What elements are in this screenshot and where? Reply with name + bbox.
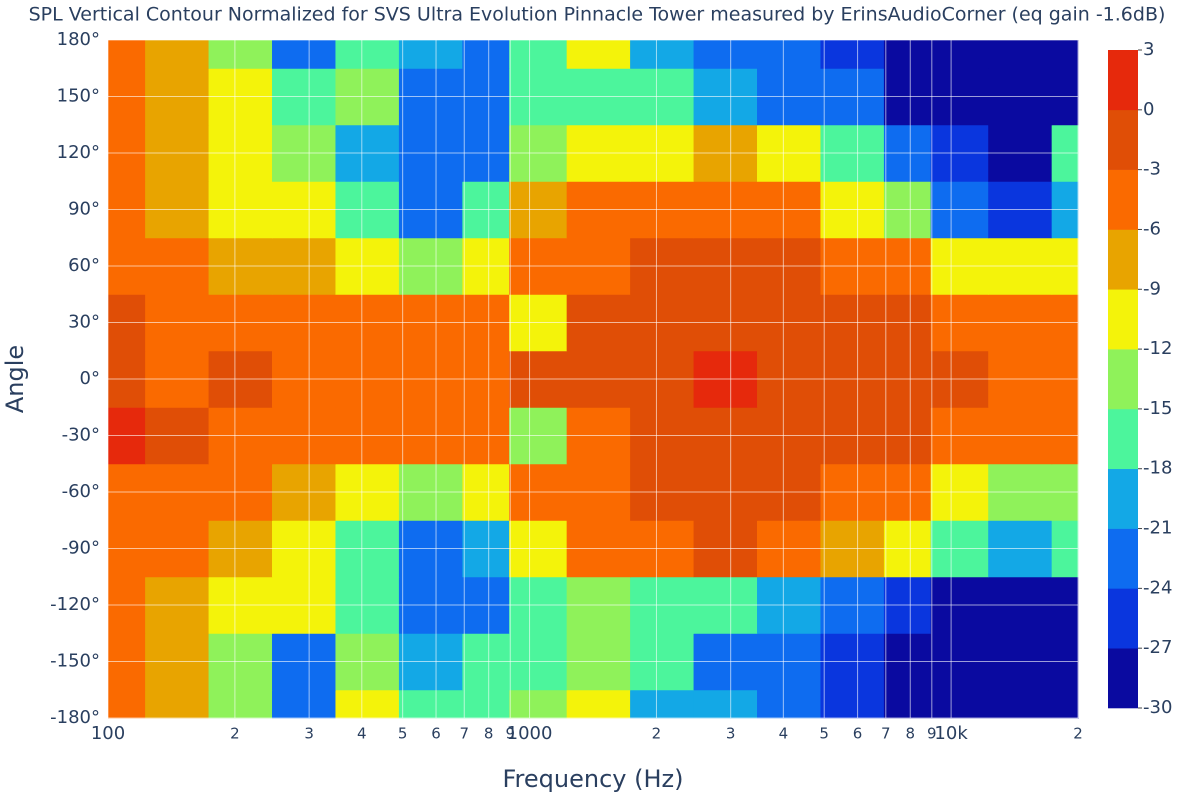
contour-cell bbox=[883, 40, 932, 69]
contour-cell bbox=[462, 40, 510, 69]
y-tick-label: 180° bbox=[57, 29, 100, 50]
x-tick-label: 3 bbox=[304, 725, 314, 743]
y-tick-label: 90° bbox=[68, 199, 100, 220]
y-tick-label: 30° bbox=[68, 312, 100, 333]
contour-cell bbox=[108, 689, 146, 719]
colorbar-band bbox=[1108, 588, 1138, 649]
y-tick-label: -150° bbox=[50, 651, 100, 672]
contour-cell bbox=[630, 40, 695, 69]
colorbar-band bbox=[1108, 468, 1138, 529]
contour-cell bbox=[757, 40, 821, 69]
contour-cell bbox=[883, 689, 932, 719]
colorbar-band bbox=[1108, 50, 1138, 111]
contour-cell bbox=[566, 40, 631, 69]
x-tick-label: 4 bbox=[779, 725, 789, 743]
contour-cell bbox=[757, 689, 821, 719]
colorbar-band bbox=[1108, 289, 1138, 350]
x-tick-label: 7 bbox=[459, 725, 469, 743]
x-tick-label: 8 bbox=[484, 725, 494, 743]
contour-cell bbox=[398, 40, 463, 69]
contour-cell bbox=[820, 689, 885, 719]
chart-title: SPL Vertical Contour Normalized for SVS … bbox=[29, 4, 1166, 26]
x-tick-label: 7 bbox=[881, 725, 891, 743]
contour-cell bbox=[398, 689, 463, 719]
x-tick-label: 4 bbox=[357, 725, 367, 743]
x-tick-label: 2 bbox=[652, 725, 662, 743]
y-tick-label: 120° bbox=[57, 142, 100, 163]
colorbar-band bbox=[1108, 648, 1138, 709]
y-tick-label: 60° bbox=[68, 255, 100, 276]
contour-cell bbox=[145, 40, 210, 69]
colorbar-tick-label: 3 bbox=[1143, 39, 1154, 60]
contour-cell bbox=[335, 689, 400, 719]
colorbar-tick-label: -6 bbox=[1143, 218, 1161, 239]
x-axis-title: Frequency (Hz) bbox=[503, 765, 684, 793]
colorbar-tick-label: -27 bbox=[1143, 637, 1172, 658]
contour-cell bbox=[462, 689, 510, 719]
contour-cell bbox=[930, 40, 989, 69]
y-tick-label: -30° bbox=[62, 425, 100, 446]
y-tick-label: 150° bbox=[57, 86, 100, 107]
colorbar-tick-label: -18 bbox=[1143, 458, 1172, 479]
colorbar-band bbox=[1108, 528, 1138, 589]
colorbar-band bbox=[1108, 408, 1138, 470]
colorbar-tick-label: -21 bbox=[1143, 518, 1172, 539]
x-tick-label: 10k bbox=[934, 723, 968, 744]
contour-cell bbox=[509, 40, 568, 69]
contour-cell bbox=[208, 40, 273, 69]
x-tick-label: 3 bbox=[726, 725, 736, 743]
contour-cell bbox=[509, 689, 568, 719]
x-tick-label: 9 bbox=[927, 725, 937, 743]
contour-cell bbox=[693, 40, 758, 69]
y-tick-label: 0° bbox=[80, 368, 100, 389]
contour-cell bbox=[566, 689, 631, 719]
contour-cell bbox=[272, 40, 336, 69]
colorbar-tick-label: -30 bbox=[1143, 697, 1172, 718]
y-tick-label: -180° bbox=[50, 707, 100, 728]
contour-cell bbox=[272, 689, 336, 719]
x-tick-label: 2 bbox=[230, 725, 240, 743]
x-tick-label: 9 bbox=[505, 725, 515, 743]
contour-cell bbox=[988, 40, 1053, 69]
x-tick-label: 100 bbox=[91, 723, 125, 744]
x-tick-label: 5 bbox=[398, 725, 408, 743]
x-tick-label: 8 bbox=[905, 725, 915, 743]
x-tick-label: 1000 bbox=[507, 723, 553, 744]
colorbar-band bbox=[1108, 109, 1138, 170]
colorbar-band bbox=[1108, 229, 1138, 290]
x-tick-label: 5 bbox=[819, 725, 829, 743]
contour-cell bbox=[1051, 689, 1079, 719]
x-tick-label: 2 bbox=[1073, 725, 1083, 743]
contour-cell bbox=[630, 689, 695, 719]
y-tick-label: -120° bbox=[50, 594, 100, 615]
contour-cell bbox=[988, 689, 1053, 719]
contour-cell bbox=[820, 40, 885, 69]
colorbar-tick-label: -9 bbox=[1143, 278, 1161, 299]
y-axis-title: Angle bbox=[1, 345, 29, 413]
contour-cell bbox=[335, 40, 400, 69]
contour-cell bbox=[693, 689, 758, 719]
contour-cell bbox=[108, 40, 146, 69]
colorbar-tick-label: -3 bbox=[1143, 159, 1161, 180]
colorbar-tick-label: -24 bbox=[1143, 577, 1172, 598]
y-tick-label: -90° bbox=[62, 538, 100, 559]
colorbar-tick-label: -12 bbox=[1143, 338, 1172, 359]
colorbar-tick-label: -15 bbox=[1143, 398, 1172, 419]
contour-cell bbox=[145, 689, 210, 719]
colorbar-tick-label: 0 bbox=[1143, 99, 1154, 120]
contour-cell bbox=[1051, 40, 1079, 69]
colorbar-band bbox=[1108, 169, 1138, 230]
y-tick-label: -60° bbox=[62, 481, 100, 502]
x-tick-label: 6 bbox=[431, 725, 441, 743]
x-tick-label: 6 bbox=[853, 725, 863, 743]
contour-cell bbox=[208, 689, 273, 719]
colorbar-band bbox=[1108, 349, 1138, 410]
contour-cell bbox=[930, 689, 989, 719]
